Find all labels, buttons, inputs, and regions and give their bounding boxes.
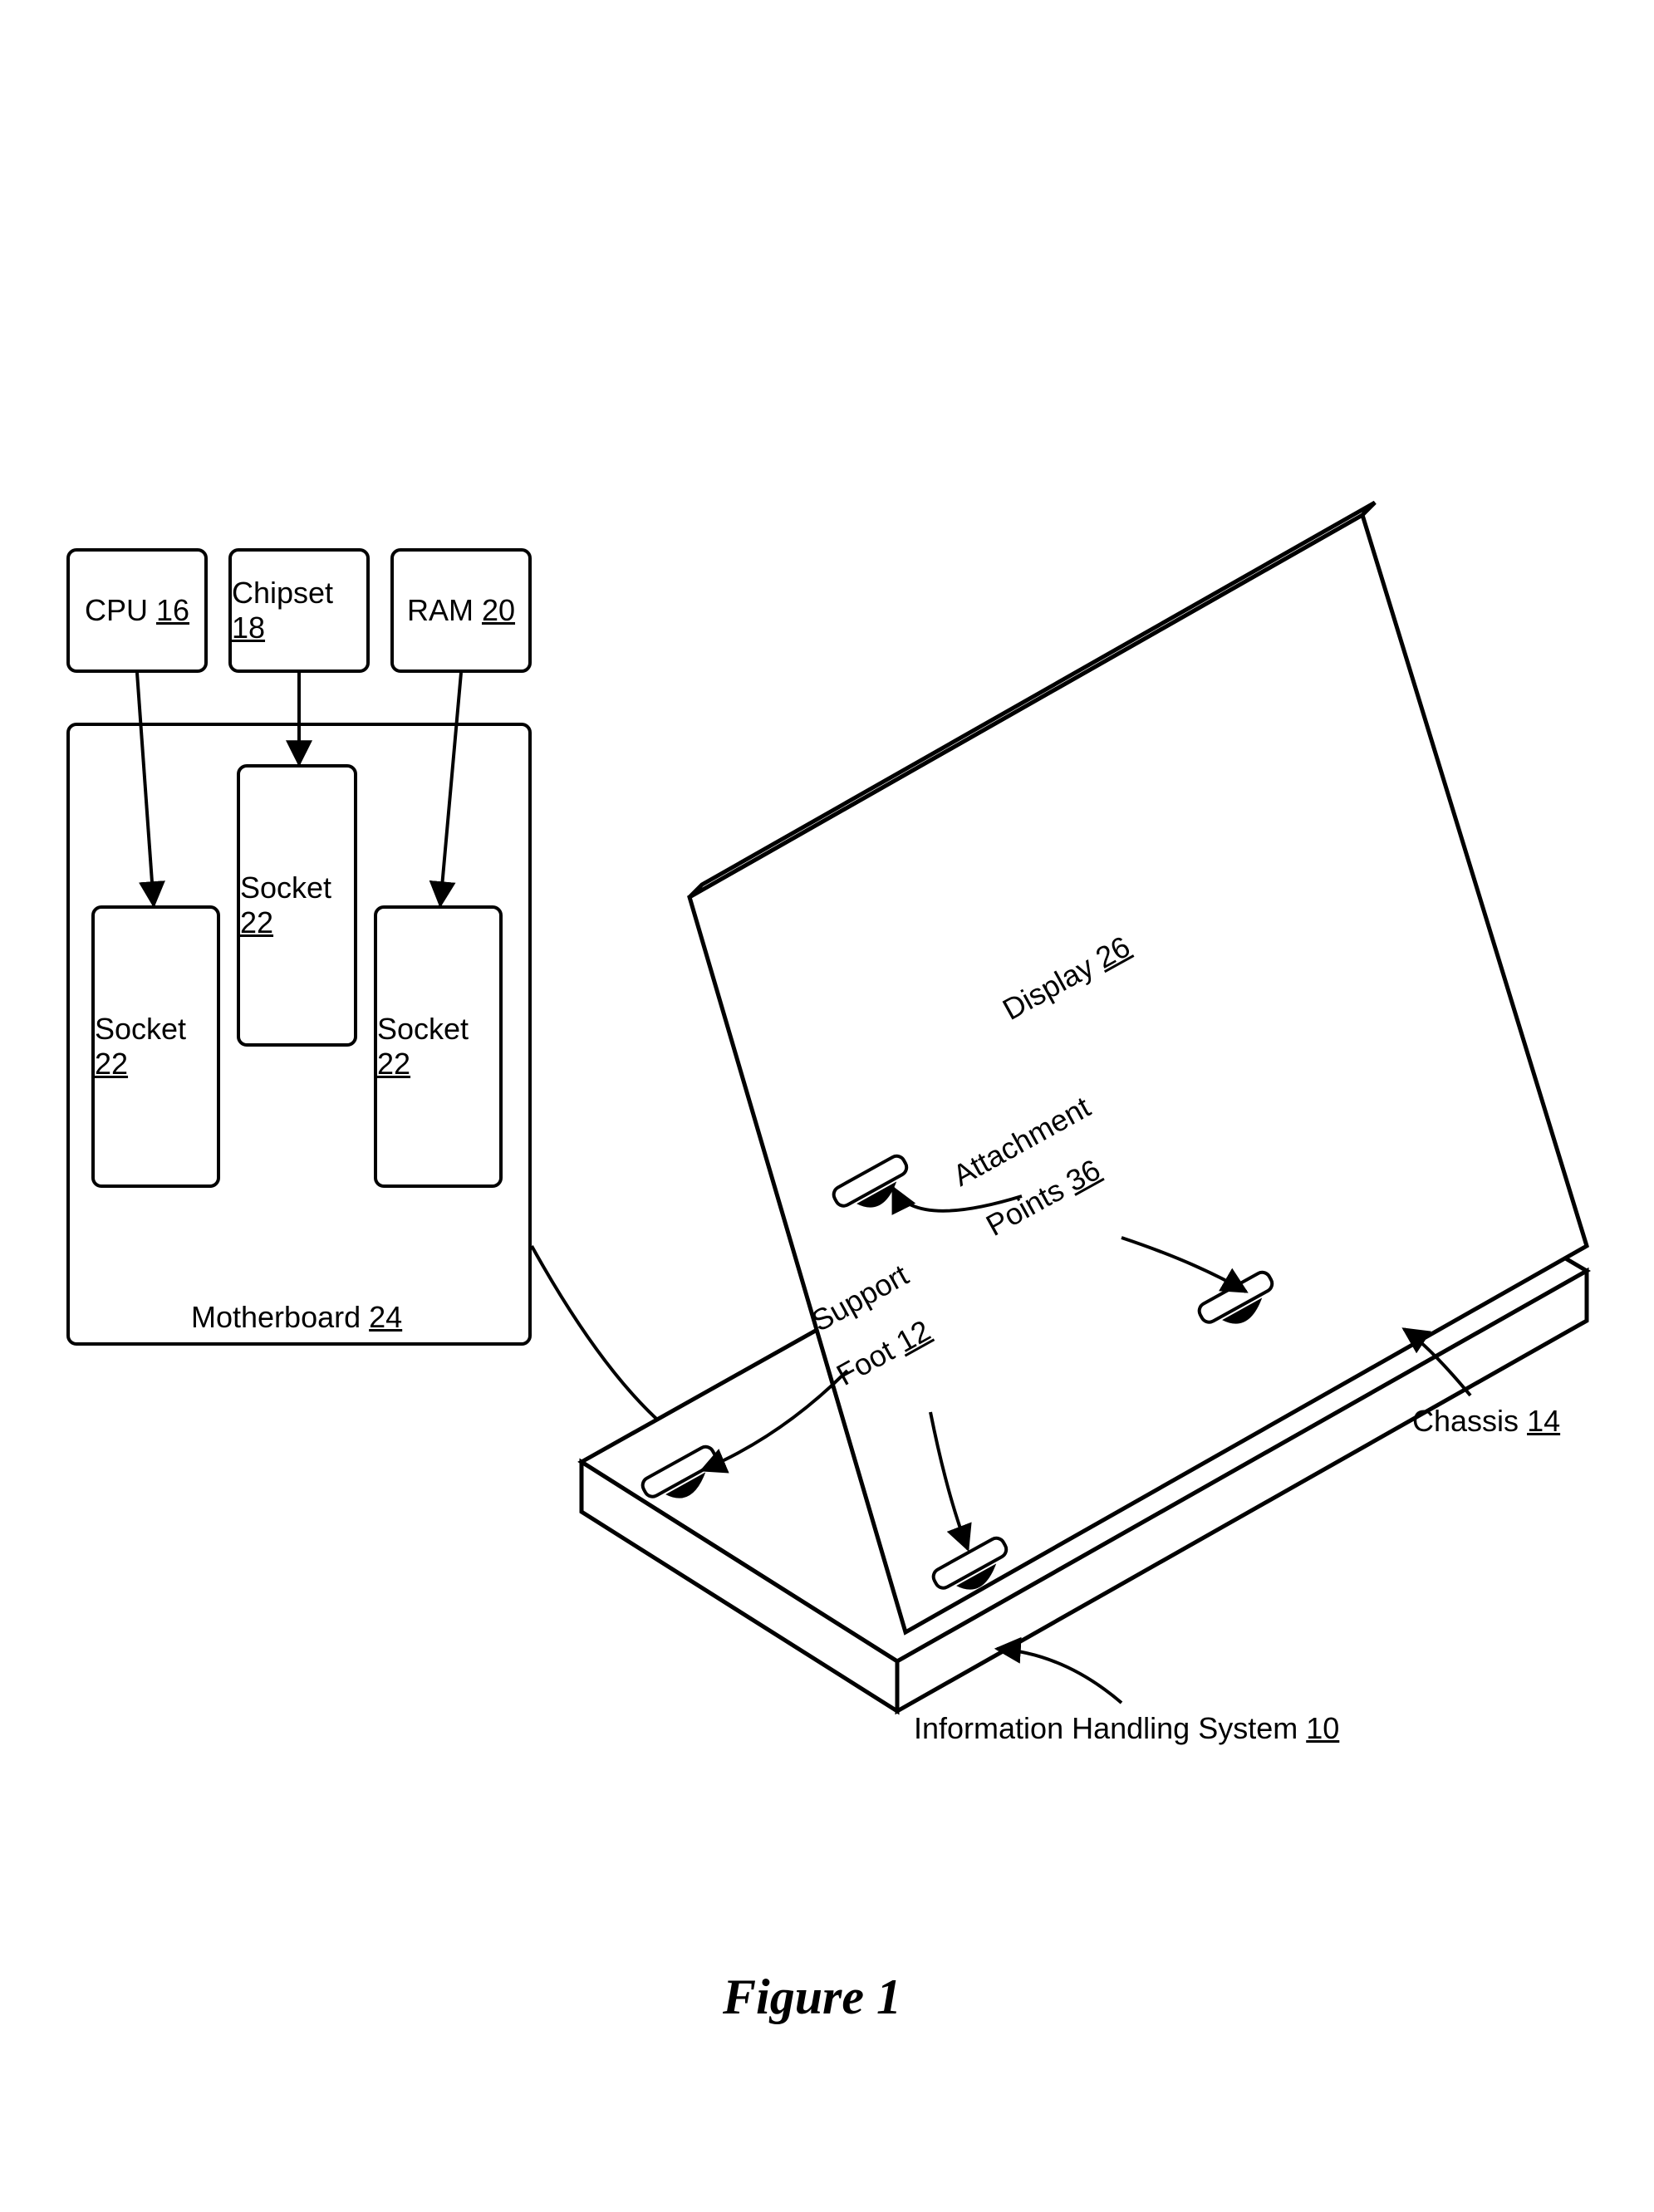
chassis-label: Chassis 14 (1412, 1404, 1560, 1439)
figure-title: Figure 1 (723, 1969, 901, 2026)
system-label: Information Handling System 10 (914, 1711, 1339, 1746)
laptop-drawing (0, 0, 1654, 2212)
figure-page: Motherboard 24 CPU 16 Chipset 18 RAM 20 … (0, 0, 1654, 2212)
